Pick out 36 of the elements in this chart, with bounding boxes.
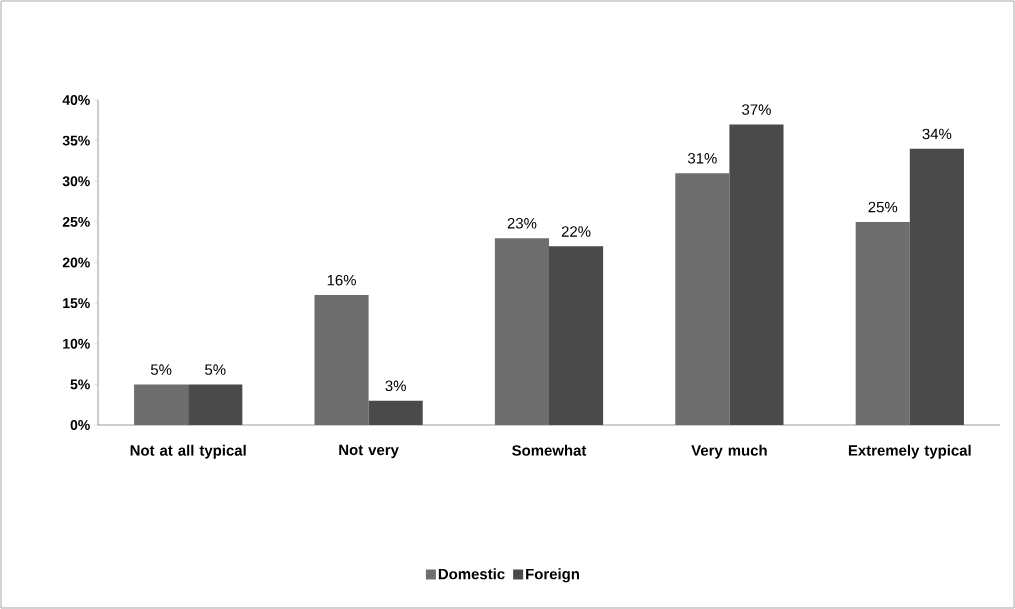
y-tick-label: 30% (62, 176, 90, 187)
x-tick-label: Very much (691, 444, 767, 459)
bar (855, 221, 910, 425)
data-label: 25% (868, 201, 898, 213)
data-label: 16% (327, 274, 356, 286)
bar (314, 295, 369, 425)
y-tick-label: 5% (70, 379, 90, 390)
data-label: 37% (742, 104, 771, 115)
legend-label: Domestic (438, 568, 505, 580)
data-label: 5% (150, 364, 172, 375)
y-tick-label: 0% (70, 420, 90, 430)
data-label: 34% (922, 128, 952, 140)
y-tick-label: 15% (63, 298, 90, 309)
bar (188, 384, 243, 425)
bar (909, 148, 964, 425)
y-tick-label: 25% (62, 216, 90, 227)
data-label: 5% (205, 364, 226, 375)
legend-label: Foreign (526, 568, 580, 583)
y-tick-label: 10% (63, 338, 90, 349)
bar (729, 124, 784, 425)
x-tick-label: Somewhat (512, 444, 587, 456)
bar (494, 238, 549, 425)
x-tick-label: Not very (339, 444, 399, 459)
bar (675, 173, 730, 425)
x-tick-label: Extremely typical (848, 444, 971, 459)
data-label: 31% (687, 153, 717, 164)
data-label: 3% (385, 380, 406, 392)
data-label: 22% (561, 226, 591, 237)
bar (549, 246, 604, 425)
y-tick-label: 35% (62, 135, 90, 146)
bar (368, 400, 423, 425)
data-label: 23% (507, 218, 537, 229)
x-tick-label: Not at all typical (130, 444, 246, 459)
y-tick-label: 40% (62, 95, 90, 105)
y-tick-label: 20% (62, 257, 90, 268)
bar (134, 384, 189, 425)
